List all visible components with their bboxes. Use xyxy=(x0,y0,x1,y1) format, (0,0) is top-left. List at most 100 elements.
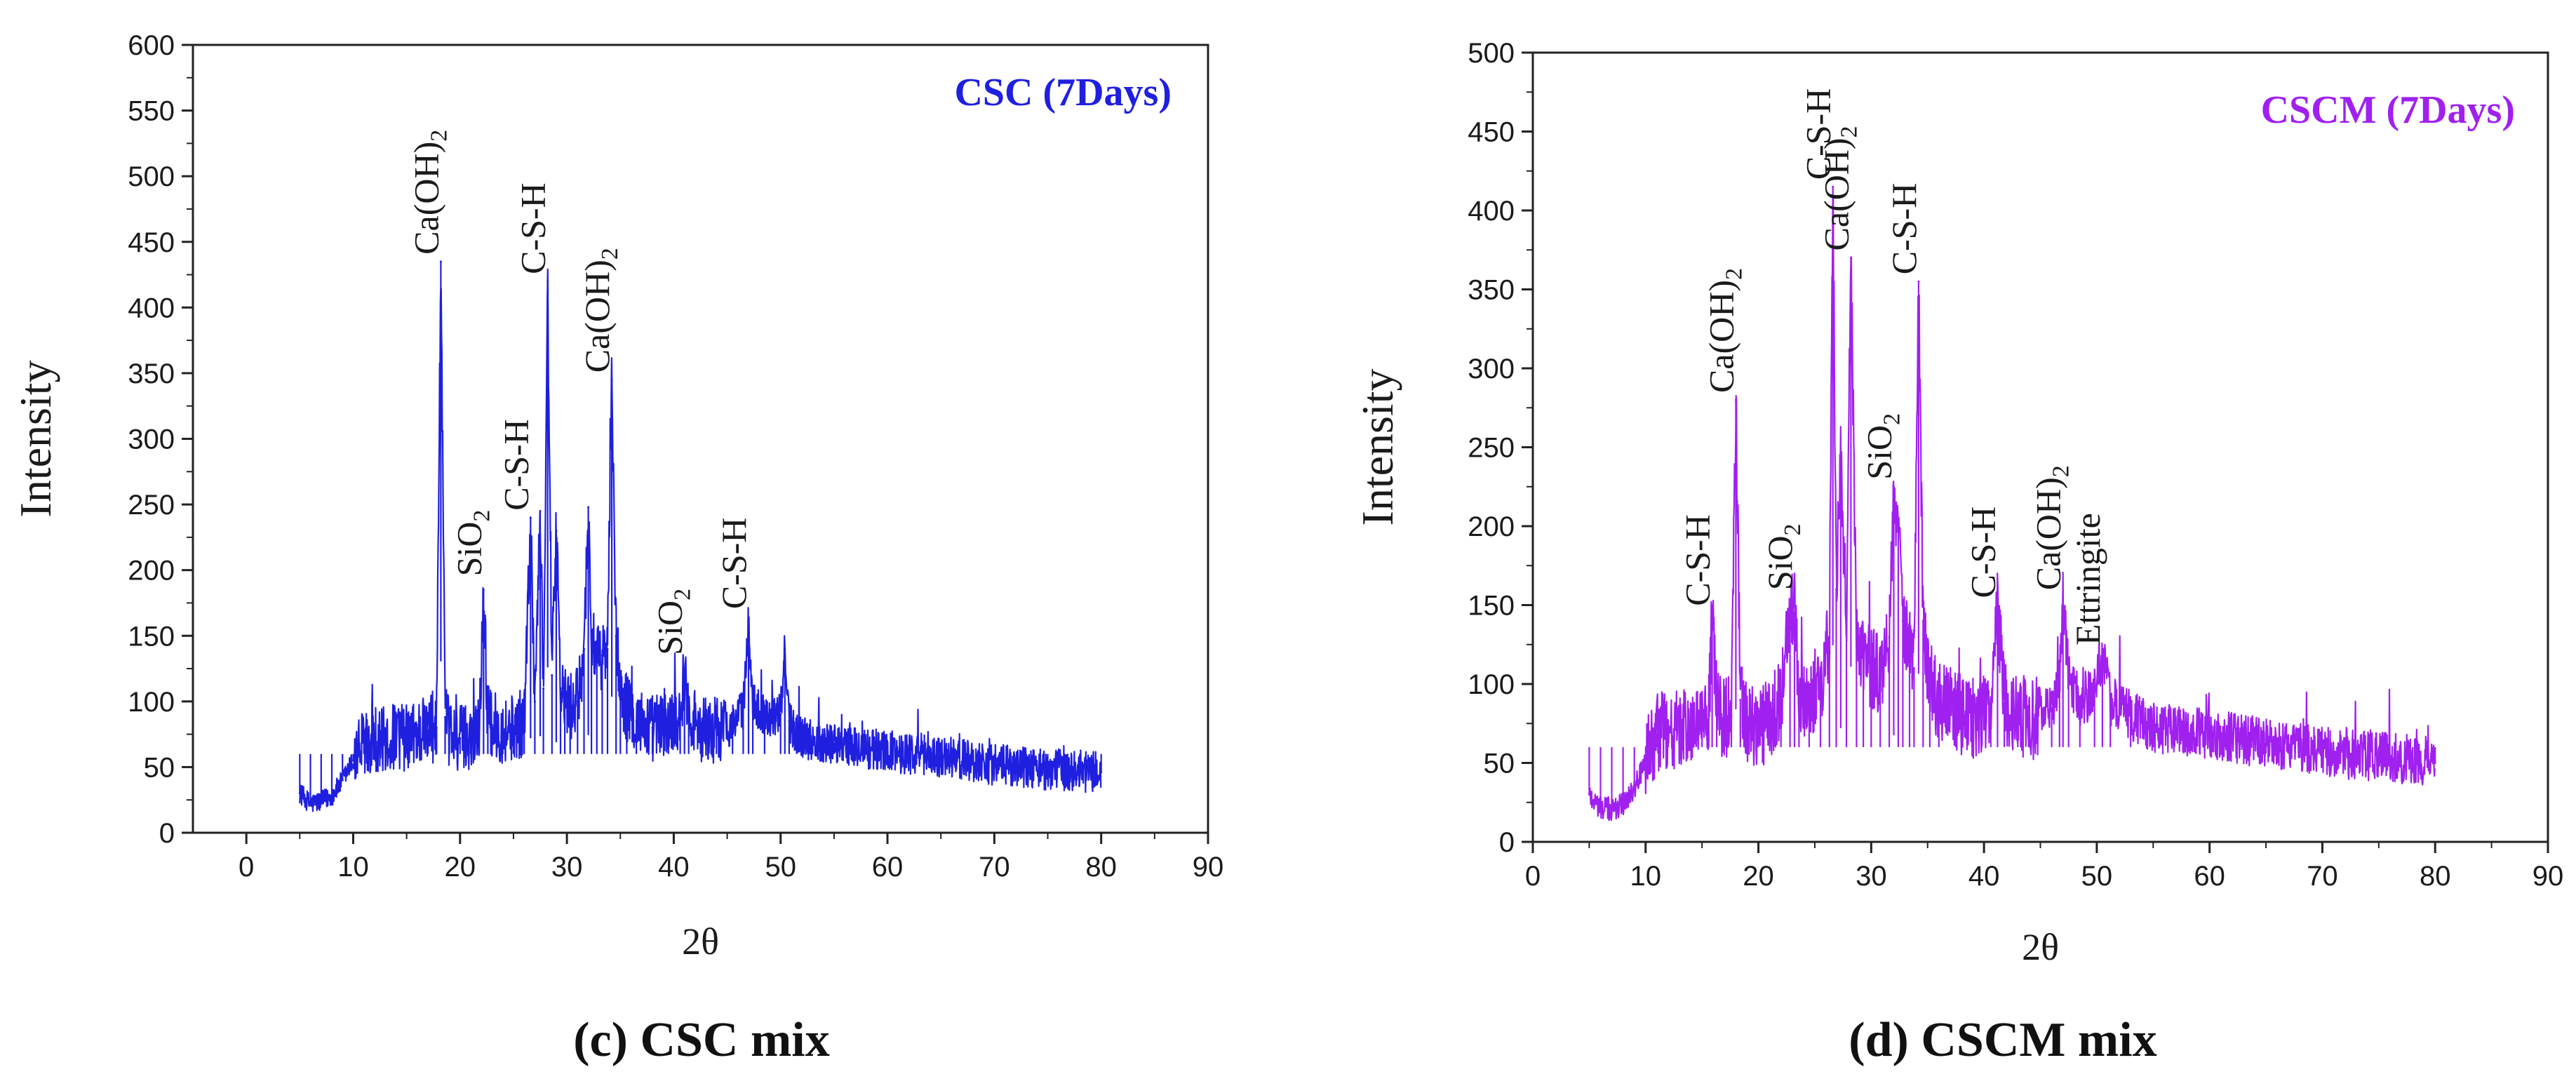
data-point xyxy=(1839,462,1842,464)
data-point xyxy=(667,724,670,727)
data-point xyxy=(1700,722,1703,725)
data-point xyxy=(683,673,686,676)
y-tick-label: 150 xyxy=(128,621,175,652)
data-point xyxy=(1845,619,1848,622)
y-tick-label: 50 xyxy=(144,752,175,783)
peak-annotation: Ca(OH)2 xyxy=(1816,126,1862,250)
data-point xyxy=(1990,706,1992,709)
x-tick-label: 20 xyxy=(445,852,476,883)
data-point xyxy=(1734,398,1737,401)
x-tick-label: 30 xyxy=(1856,861,1887,892)
data-point xyxy=(1633,785,1636,788)
data-point xyxy=(1708,714,1710,717)
y-tick-label: 550 xyxy=(128,96,175,127)
data-point xyxy=(1862,651,1865,654)
data-point xyxy=(2265,743,2267,745)
chart-csc: 0 50 100 150 200 250 300 350 400 450 500 550 600 0 10 2… xyxy=(11,30,1223,1067)
data-point xyxy=(731,724,734,727)
peak-annotation: C-S-H xyxy=(1799,88,1838,180)
data-point xyxy=(2152,727,2154,730)
peak-annotation: C-S-H xyxy=(496,419,535,511)
data-point xyxy=(1996,604,1999,606)
data-point xyxy=(972,759,974,762)
data-point xyxy=(651,726,654,729)
data-point xyxy=(699,726,702,729)
data-point xyxy=(486,720,489,723)
data-point xyxy=(2003,702,2006,704)
data-point xyxy=(1739,699,1742,701)
data-point xyxy=(482,589,485,591)
data-point xyxy=(555,530,558,532)
data-point xyxy=(1855,636,1858,638)
peak-annotation: C-S-H xyxy=(1963,507,2002,598)
x-axis-label: 2θ xyxy=(2022,926,2059,968)
x-tick-label: 70 xyxy=(2307,861,2338,892)
data-point xyxy=(1757,727,1760,730)
data-point xyxy=(427,729,429,732)
data-point xyxy=(1588,793,1590,796)
y-tick-label: 350 xyxy=(128,358,175,389)
data-point xyxy=(1622,803,1625,805)
data-point xyxy=(1611,809,1614,812)
y-tick-label: 350 xyxy=(1468,275,1515,306)
data-point xyxy=(2377,756,2380,758)
y-tick-label: 600 xyxy=(128,30,175,61)
data-point xyxy=(363,739,365,742)
peak-annotation: SiO2 xyxy=(1859,413,1905,480)
data-point xyxy=(635,720,638,723)
data-point xyxy=(2067,675,2070,678)
data-point xyxy=(590,634,593,637)
y-tick-label: 400 xyxy=(128,293,175,323)
y-tick-label: 150 xyxy=(1468,591,1515,622)
data-point xyxy=(715,729,718,732)
data-point xyxy=(1832,185,1834,188)
data-point xyxy=(1879,675,1881,678)
peak-annotation: C-S-H xyxy=(514,182,553,274)
data-point xyxy=(2101,651,2104,654)
data-point xyxy=(546,280,549,283)
data-point xyxy=(2093,690,2096,693)
data-point xyxy=(610,378,613,381)
data-point xyxy=(478,726,481,729)
data-point xyxy=(529,516,532,519)
y-tick-label: 50 xyxy=(1484,749,1515,779)
data-point xyxy=(779,713,782,716)
data-point xyxy=(1849,257,1852,259)
data-point xyxy=(1711,612,1714,615)
data-point xyxy=(1100,771,1103,774)
data-point xyxy=(788,720,791,723)
data-point xyxy=(596,661,598,664)
x-tick-label: 30 xyxy=(551,852,583,883)
data-point xyxy=(1678,730,1681,732)
data-point xyxy=(551,673,554,676)
chart-cscm: 0 50 100 150 200 250 300 350 400 450 500 0 10 20 30 40 5… xyxy=(1353,38,2563,1067)
data-point xyxy=(1888,636,1891,638)
data-point xyxy=(320,800,323,803)
peak-annotation: C-S-H xyxy=(1678,514,1717,606)
data-point xyxy=(619,687,622,690)
data-point xyxy=(2033,718,2036,720)
data-point xyxy=(459,737,462,739)
peak-annotation: C-S-H xyxy=(714,518,753,610)
data-point xyxy=(394,734,397,737)
x-tick-label: 40 xyxy=(658,852,690,883)
series-line xyxy=(299,261,1102,812)
data-point xyxy=(1780,699,1783,701)
data-point xyxy=(384,739,387,742)
data-point xyxy=(2079,702,2081,704)
x-tick-label: 50 xyxy=(2081,861,2113,892)
chart-title: CSCM (7Days) xyxy=(2261,88,2515,132)
data-point xyxy=(1808,702,1811,704)
y-tick-label: 0 xyxy=(159,818,175,849)
x-tick-label: 20 xyxy=(1743,861,1774,892)
y-tick-label: 0 xyxy=(1499,827,1515,858)
data-point xyxy=(448,733,451,736)
data-point xyxy=(2411,758,2414,761)
y-axis-label: Intensity xyxy=(1353,369,1402,526)
data-point xyxy=(1078,770,1081,772)
data-point xyxy=(2016,714,2019,717)
x-tick-label: 70 xyxy=(979,852,1010,883)
data-point xyxy=(1921,619,1924,622)
data-point xyxy=(796,733,798,736)
